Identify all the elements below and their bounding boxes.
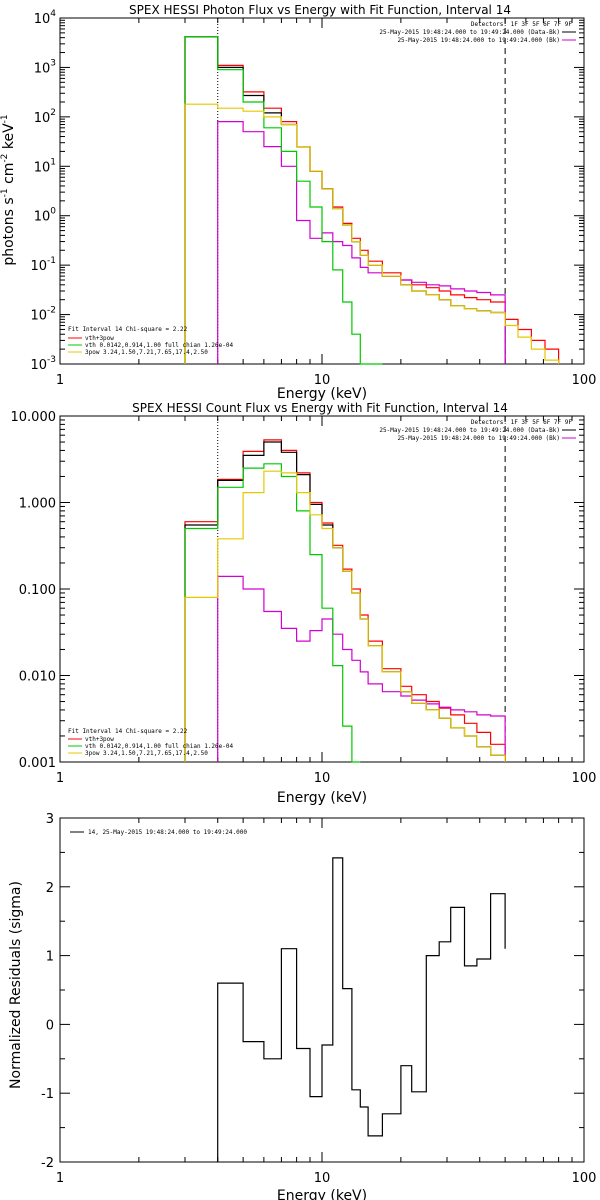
y-tick-label: 104 [34, 9, 57, 27]
x-tick-label: 1 [56, 771, 64, 786]
count-xlabel: Energy (keV) [277, 790, 367, 806]
residuals-plot-frame [59, 817, 585, 1163]
y-tick-label: 0 [46, 1018, 54, 1033]
photon-legend-bk: 25-May-2015 19:48:24.000 to 19:49:24.000… [397, 37, 560, 44]
series-data-bk [184, 36, 506, 364]
count-legend-vth: vth 0.0142,0.914,1.00 full chian 1.26e-0… [85, 743, 233, 750]
count-legend-vth3pow: vth+3pow [85, 736, 114, 743]
count-legend-fit: Fit Interval 14 Chi-square = 2.22 [68, 728, 188, 735]
series-data-bk [184, 441, 506, 762]
y-tick-label: -2 [41, 1156, 54, 1171]
photon-ylabel-sup1: -1 [0, 188, 10, 197]
photon-legend-3pow: 3pow 3.24,1.50,7.21,7.65,17.4,2.50 [85, 349, 208, 356]
photon-panel: SPEX HESSI Photon Flux vs Energy with Fi… [0, 3, 596, 402]
series-vth-3pow [184, 36, 560, 364]
y-tick-label: 10-1 [30, 256, 56, 274]
residuals-ylabel: Normalized Residuals (sigma) [8, 881, 24, 1089]
photon-ylabel-sup3: -1 [0, 114, 10, 123]
series-3pow [184, 103, 560, 364]
photon-legend-fit: Fit Interval 14 Chi-square = 2.22 [68, 326, 188, 333]
residuals-legend: 14, 25-May-2015 19:48:24.000 to 19:49:24… [70, 829, 247, 836]
photon-legend-bottomleft: Fit Interval 14 Chi-square = 2.22 vth+3p… [68, 326, 233, 356]
x-tick-label: 100 [572, 373, 597, 388]
series-vth-3pow [184, 439, 506, 762]
count-ticks: 1 10 100 10.000 1.000 0.100 0.010 0.001 [11, 410, 597, 786]
count-legend-detectors: Detectors: 1F 3F 5F 6F 7F 9F [471, 419, 573, 426]
series-bk [217, 575, 506, 762]
y-tick-label: 0.001 [19, 756, 56, 771]
y-tick-label: 0.010 [19, 670, 56, 685]
y-tick-label: 101 [34, 157, 56, 175]
x-tick-label: 1 [56, 373, 64, 388]
x-tick-label: 10 [314, 771, 331, 786]
photon-legend-databk: 25-May-2015 19:48:24.000 to 19:49:24.000… [379, 29, 560, 36]
y-tick-label: 2 [46, 881, 54, 896]
x-tick-label: 10 [314, 373, 331, 388]
y-tick-label: -1 [41, 1087, 54, 1102]
count-series [184, 439, 506, 763]
photon-vlines [217, 18, 506, 364]
count-panel: SPEX HESSI Count Flux vs Energy with Fit… [11, 401, 597, 806]
y-tick-label: 10-2 [30, 306, 56, 324]
photon-legend-detectors: Detectors: 1F 3F 5F 6F 7F 9F [471, 21, 573, 28]
photon-ylabel-sup2: -2 [0, 154, 10, 163]
photon-ylabel: photons s-1 cm-2 keV-1 [0, 114, 17, 265]
count-legend-bottomleft: Fit Interval 14 Chi-square = 2.22 vth+3p… [68, 728, 233, 757]
photon-title: SPEX HESSI Photon Flux vs Energy with Fi… [129, 3, 511, 17]
photon-series [184, 36, 560, 365]
photon-ticks: 1 10 100 104 103 102 101 100 10-1 10-2 10-3 [30, 9, 596, 388]
y-tick-label: 1 [46, 950, 54, 965]
photon-ylabel-a: photons s [1, 197, 17, 265]
y-tick-label: 102 [34, 108, 56, 126]
series-vth [184, 463, 361, 763]
count-legend-topright: Detectors: 1F 3F 5F 6F 7F 9F 25-May-2015… [379, 419, 576, 442]
count-legend-bk: 25-May-2015 19:48:24.000 to 19:49:24.000… [397, 435, 560, 442]
residuals-xlabel: Energy (keV) [277, 1188, 367, 1200]
series-3pow [184, 470, 506, 762]
y-tick-label: 0.100 [19, 583, 56, 598]
y-tick-label: 3 [46, 812, 54, 827]
count-legend-databk: 25-May-2015 19:48:24.000 to 19:49:24.000… [379, 427, 560, 434]
photon-legend-vth: vth 0.0142,0.914,1.00 full chian 1.26e-0… [85, 342, 233, 349]
y-tick-label: 1.000 [19, 497, 56, 512]
series-vth [184, 36, 383, 365]
residuals-legend-text: 14, 25-May-2015 19:48:24.000 to 19:49:24… [88, 829, 247, 836]
x-tick-label: 10 [314, 1171, 331, 1186]
y-tick-label: 10-3 [30, 355, 56, 373]
count-title: SPEX HESSI Count Flux vs Energy with Fit… [132, 401, 508, 415]
x-tick-label: 100 [572, 771, 597, 786]
x-tick-label: 1 [56, 1171, 64, 1186]
series-bk [217, 121, 506, 364]
y-tick-label: 100 [34, 207, 57, 225]
residuals-series [217, 857, 506, 1162]
photon-xlabel: Energy (keV) [277, 386, 367, 402]
count-legend-3pow: 3pow 3.24,1.50,7.21,7.65,17.4,2.50 [85, 750, 208, 757]
photon-legend-vth3pow: vth+3pow [85, 335, 114, 342]
photon-legend-topright: Detectors: 1F 3F 5F 6F 7F 9F 25-May-2015… [379, 21, 576, 44]
x-tick-label: 100 [572, 1171, 597, 1186]
y-tick-label: 10.000 [11, 410, 57, 425]
series-residuals [217, 857, 506, 1162]
y-tick-label: 103 [34, 58, 56, 76]
